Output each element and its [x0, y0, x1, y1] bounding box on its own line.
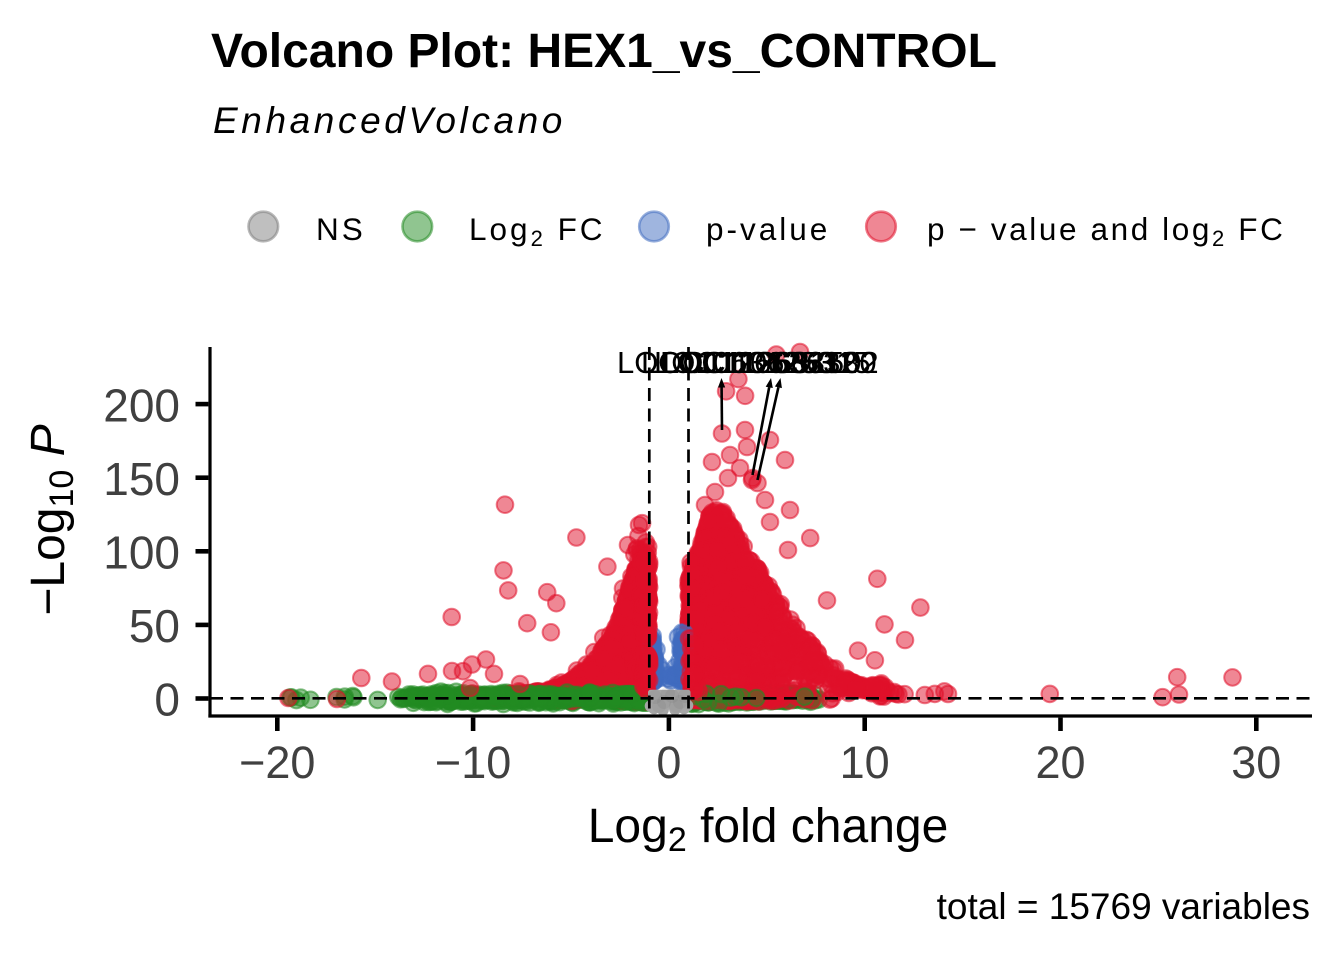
svg-text:LOC112663180: LOC112663180	[660, 345, 877, 380]
svg-text:100: 100	[103, 527, 180, 579]
svg-text:−Log10 P: −Log10 P	[22, 424, 81, 615]
svg-text:EnhancedVolcano: EnhancedVolcano	[213, 100, 566, 141]
svg-text:LOC110631263: LOC110631263	[617, 345, 834, 380]
svg-text:total = 15769 variables: total = 15769 variables	[937, 886, 1310, 927]
svg-text:−20: −20	[239, 737, 315, 788]
svg-text:200: 200	[103, 379, 180, 431]
svg-text:Log2 fold change: Log2 fold change	[588, 800, 949, 859]
svg-text:−10: −10	[435, 737, 511, 788]
svg-text:p-value: p-value	[706, 211, 830, 247]
svg-text:150: 150	[103, 453, 180, 505]
svg-text:0: 0	[154, 674, 180, 726]
svg-text:LOC112663632: LOC112663632	[641, 345, 858, 380]
svg-text:LOC112631502: LOC112631502	[662, 345, 879, 380]
svg-text:Volcano Plot: HEX1_vs_CONTROL: Volcano Plot: HEX1_vs_CONTROL	[211, 25, 997, 78]
svg-text:NS: NS	[316, 211, 366, 247]
svg-text:50: 50	[129, 600, 180, 652]
svg-text:20: 20	[1035, 737, 1085, 788]
svg-text:p − value and log2 FC: p − value and log2 FC	[927, 211, 1285, 251]
svg-text:0: 0	[656, 737, 681, 788]
svg-text:Log2 FC: Log2 FC	[469, 211, 606, 251]
svg-text:30: 30	[1231, 737, 1281, 788]
svg-text:10: 10	[840, 737, 890, 788]
svg-text:LOC110625315: LOC110625315	[654, 345, 871, 380]
